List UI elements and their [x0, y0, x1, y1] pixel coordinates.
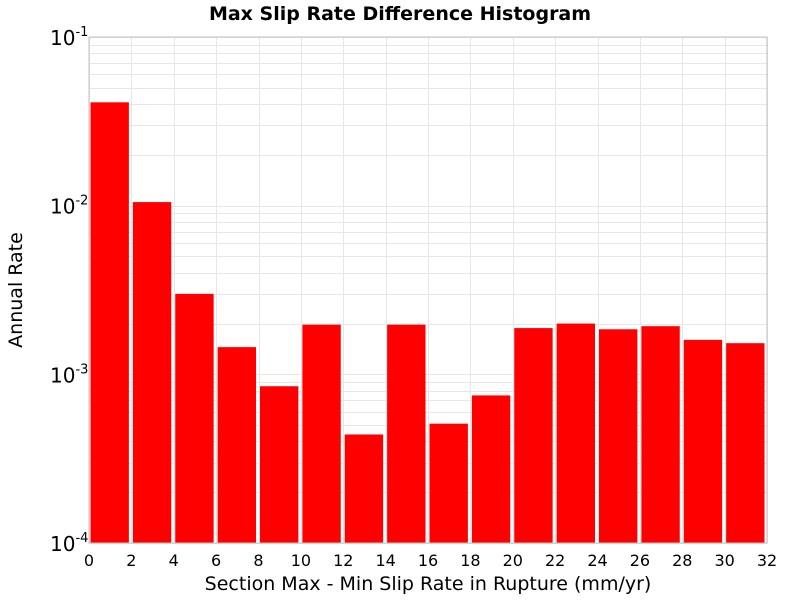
histogram-bar	[726, 343, 765, 543]
histogram-bar	[683, 339, 723, 543]
x-tick-label: 22	[545, 551, 565, 570]
x-tick-label: 30	[714, 551, 734, 570]
histogram-bar	[90, 102, 129, 543]
bars	[90, 102, 765, 543]
x-tick-label: 18	[460, 551, 480, 570]
y-tick-label: 10-2	[50, 194, 88, 219]
histogram-bar	[132, 202, 172, 543]
histogram-bar	[175, 293, 214, 543]
x-tick-label: 24	[587, 551, 607, 570]
x-tick-label: 4	[169, 551, 179, 570]
y-tick-label: 10-3	[50, 362, 88, 387]
histogram-bar	[344, 434, 384, 543]
histogram-bar	[514, 328, 553, 543]
y-axis-label: Annual Rate	[5, 232, 27, 348]
y-tick-label: 10-4	[50, 531, 88, 556]
x-tick-label: 0	[84, 551, 94, 570]
chart-title: Max Slip Rate Difference Histogram	[209, 3, 591, 25]
histogram-bar	[260, 386, 299, 543]
histogram-bar	[217, 347, 257, 543]
histogram-bar	[429, 423, 468, 543]
plot-border	[88, 36, 768, 544]
x-tick-label: 14	[375, 551, 395, 570]
x-tick-label: 20	[503, 551, 523, 570]
x-axis-ticks: 0 2 4 6 8 10 12 14 16 18 20 22 24 26 28 30 32	[84, 551, 777, 570]
x-tick-label: 28	[672, 551, 692, 570]
y-tick-label: 10-1	[50, 25, 88, 50]
histogram-bar	[471, 395, 511, 543]
histogram-bar	[641, 326, 680, 543]
x-tick-label: 12	[333, 551, 353, 570]
histogram-bar	[599, 329, 638, 543]
histogram-bar	[302, 324, 341, 543]
x-tick-label: 32	[757, 551, 777, 570]
histogram-bar	[387, 324, 426, 543]
x-tick-label: 26	[630, 551, 650, 570]
x-axis-label: Section Max - Min Slip Rate in Rupture (…	[205, 573, 652, 595]
x-tick-label: 16	[418, 551, 438, 570]
histogram-bar	[556, 323, 596, 543]
x-tick-label: 10	[291, 551, 311, 570]
y-axis-ticks: 10-4 10-3 10-2 10-1	[50, 25, 88, 556]
x-tick-label: 2	[126, 551, 136, 570]
x-tick-label: 8	[253, 551, 263, 570]
x-tick-label: 6	[211, 551, 221, 570]
